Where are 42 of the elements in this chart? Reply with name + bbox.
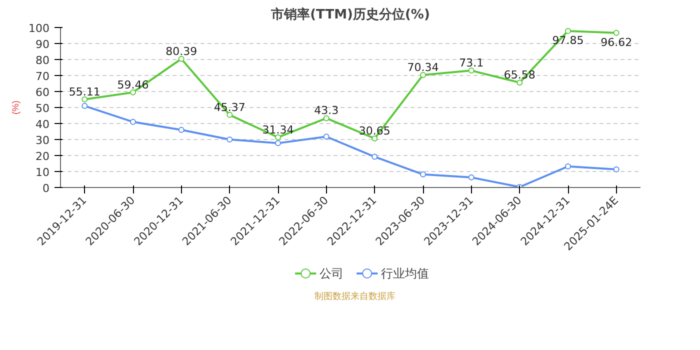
point xyxy=(372,154,378,160)
point xyxy=(82,102,88,109)
y-tick-label: 0 xyxy=(42,182,50,195)
y-tick-label: 90 xyxy=(36,38,50,51)
point xyxy=(226,136,233,142)
point xyxy=(468,68,474,74)
point xyxy=(178,126,184,133)
y-tick-label: 60 xyxy=(36,86,50,99)
y-tick-label: 10 xyxy=(36,166,50,179)
data-label: 55.11 xyxy=(68,85,100,98)
y-tick-label: 70 xyxy=(36,70,50,83)
point xyxy=(130,118,136,125)
chart-title: 市销率(TTM)历史分位(%) xyxy=(270,6,430,22)
point xyxy=(565,163,571,170)
legend-label: 公司 xyxy=(320,266,344,280)
point xyxy=(565,28,571,34)
point xyxy=(275,140,281,146)
y-tick-label: 50 xyxy=(36,102,50,115)
data-label: 43.3 xyxy=(314,104,339,118)
point xyxy=(420,72,426,78)
y-tick-label: 30 xyxy=(36,134,50,147)
point xyxy=(275,134,281,140)
y-axis-title: (%) xyxy=(10,100,21,114)
point xyxy=(613,30,620,36)
point xyxy=(82,96,88,102)
data-label: 31.34 xyxy=(262,123,294,136)
point xyxy=(420,171,426,178)
data-label: 80.39 xyxy=(166,44,198,58)
y-tick-label: 80 xyxy=(36,54,50,67)
y-tick-label: 100 xyxy=(28,22,50,35)
y-tick-label: 40 xyxy=(36,118,50,131)
point xyxy=(178,56,184,62)
legend-label: 行业均值 xyxy=(381,266,430,280)
point xyxy=(613,166,620,172)
data-label: 70.34 xyxy=(407,60,439,74)
point xyxy=(323,115,330,122)
text: 制图数据来自数据库 xyxy=(314,291,396,304)
point xyxy=(468,174,474,180)
data-label: 96.62 xyxy=(600,36,632,49)
point xyxy=(323,134,330,140)
data-label: 73.1 xyxy=(459,56,484,70)
y-tick-label: 20 xyxy=(36,150,50,163)
